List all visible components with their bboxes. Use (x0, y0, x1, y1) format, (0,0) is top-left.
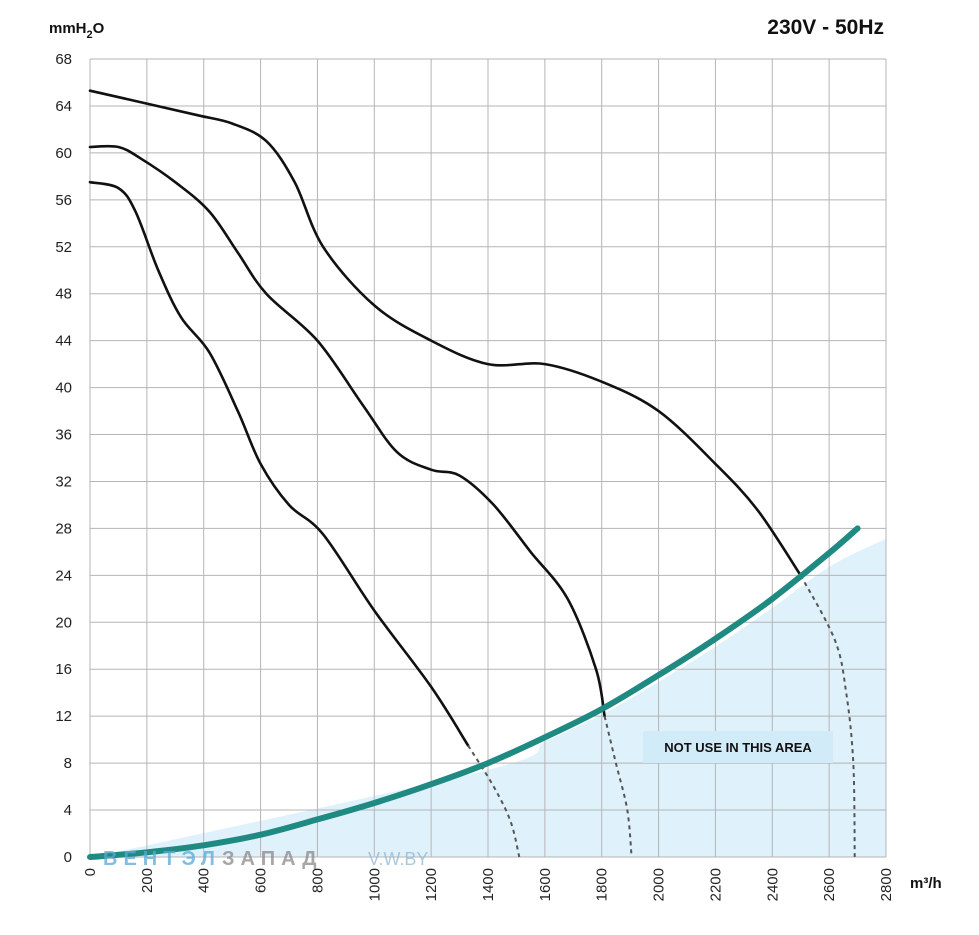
not-use-area-note: NOT USE IN THIS AREA (643, 731, 833, 763)
x-tick-label: 200 (139, 868, 156, 893)
x-tick-label: 2600 (821, 868, 838, 901)
x-tick-labels: 0 200 400 600 800 1000 1200 1400 1600 1800 2000 220… (82, 868, 895, 901)
fan-curve-2 (88, 144, 606, 718)
y-tick-label: 16 (55, 661, 72, 678)
y-axis-unit-label: mmH2O (49, 20, 105, 41)
fan-curve-3 (88, 89, 802, 577)
watermark-part-3: V.W.BY (368, 849, 428, 869)
y-tick-label: 24 (55, 567, 72, 584)
grid-layer (89, 58, 887, 858)
curves-layer (87, 89, 861, 860)
x-tick-label: 2400 (764, 868, 781, 901)
fan-curve-3-extension (799, 574, 856, 858)
x-tick-label: 2800 (878, 868, 895, 901)
x-tick-label: 2200 (707, 868, 724, 901)
y-tick-label: 64 (55, 98, 72, 115)
y-tick-label: 60 (55, 145, 72, 162)
y-tick-label: 36 (55, 427, 72, 444)
fan-curve-1 (88, 180, 470, 747)
y-tick-label: 28 (55, 520, 72, 537)
watermark-part-1: ВЕНТЭЛ (103, 848, 221, 870)
x-tick-label: 600 (253, 868, 270, 893)
y-tick-label: 44 (55, 333, 72, 350)
supply-voltage-label: 230V - 50Hz (767, 16, 884, 39)
x-tick-label: 1800 (594, 868, 611, 901)
y-tick-label: 32 (55, 473, 72, 490)
x-tick-label: 1000 (366, 868, 383, 901)
x-tick-label: 1600 (537, 868, 554, 901)
y-tick-label: 12 (55, 708, 72, 725)
x-tick-label: 400 (196, 868, 213, 893)
y-tick-label: 52 (55, 239, 72, 256)
y-tick-label: 8 (64, 755, 72, 772)
system-limit-curve (87, 525, 861, 860)
forbidden-area-edge (89, 537, 887, 858)
note-background (643, 731, 833, 763)
fan-curve-2-extension (603, 715, 633, 858)
watermark-part-2: ЗАПАД (222, 848, 323, 870)
y-tick-label: 68 (55, 51, 72, 68)
note-text: NOT USE IN THIS AREA (664, 740, 812, 755)
x-axis-unit-label: m³/h (910, 875, 942, 892)
x-tick-label: 1400 (480, 868, 497, 901)
forbidden-area-layer (89, 537, 887, 858)
forbidden-area-fill (90, 537, 886, 857)
y-tick-label: 20 (55, 614, 72, 631)
y-tick-label: 48 (55, 286, 72, 303)
x-tick-label: 2000 (651, 868, 668, 901)
x-tick-label: 1200 (423, 868, 440, 901)
x-tick-label: 800 (309, 868, 326, 893)
x-tick-label: 0 (82, 868, 99, 876)
watermark: ВЕНТЭЛ ЗАПАД V.W.BY (103, 848, 428, 870)
y-tick-label: 56 (55, 192, 72, 209)
y-tick-label: 40 (55, 380, 72, 397)
y-tick-label: 4 (64, 802, 72, 819)
y-tick-label: 0 (64, 849, 72, 866)
